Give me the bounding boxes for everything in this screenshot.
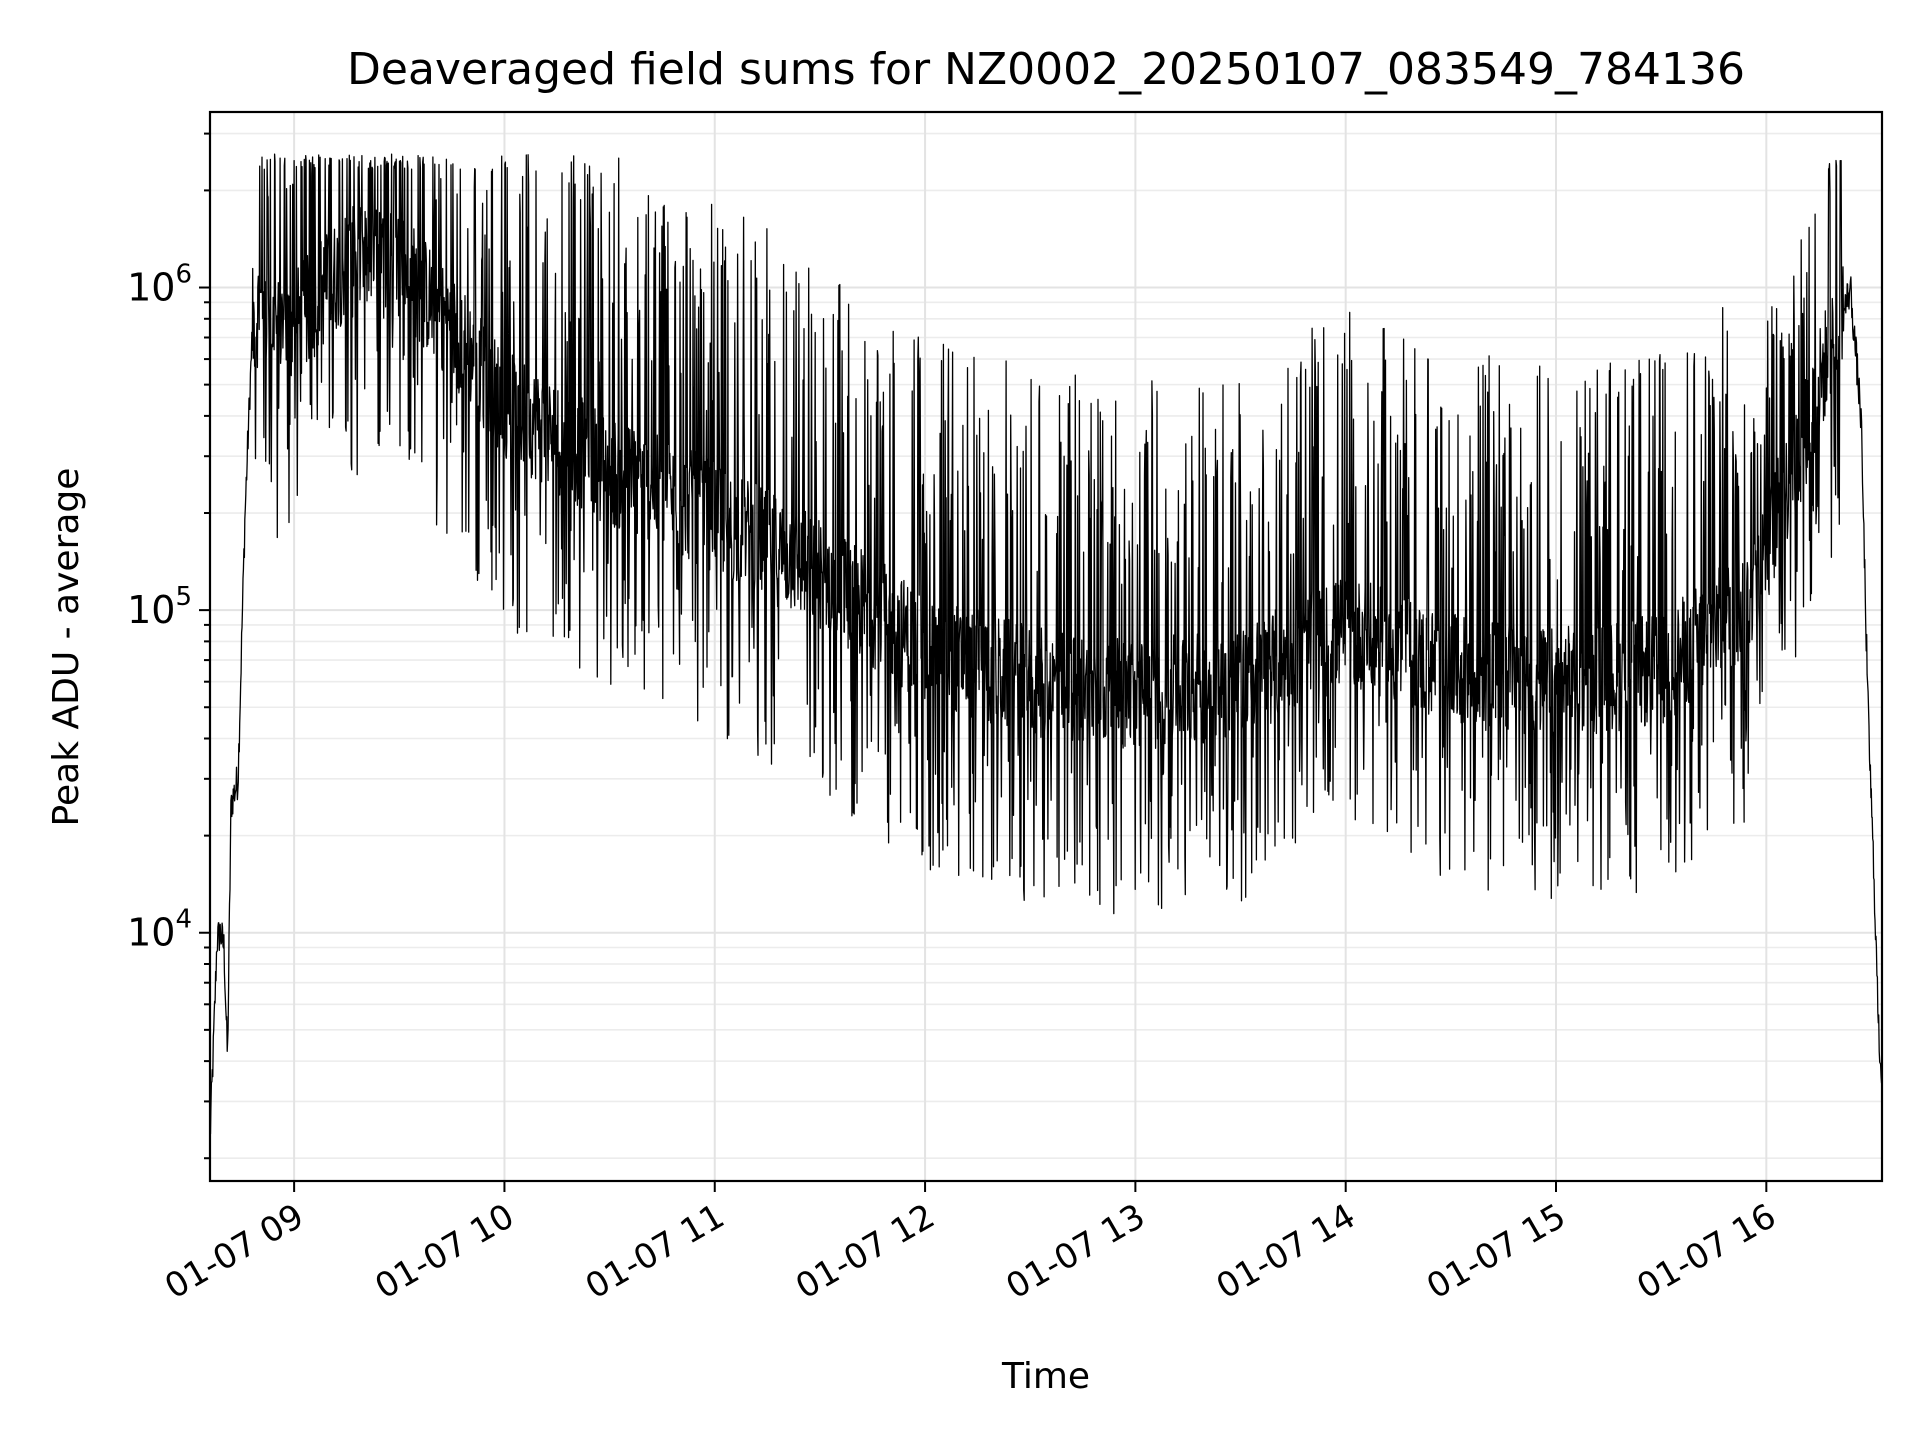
- y-axis-ticks: 104 105 106: [127, 132, 210, 1160]
- x-axis-label: Time: [1001, 1356, 1090, 1397]
- y-tick-label: 106: [127, 260, 192, 310]
- series-line: [209, 153, 1883, 1135]
- y-tick-label: 104: [127, 905, 192, 955]
- plot-frame: [208, 110, 1884, 1183]
- y-tick-label: 105: [127, 582, 192, 632]
- x-tick-label: 01-07 10: [369, 1196, 521, 1307]
- chart-title: Deaveraged field sums for NZ0002_2025010…: [347, 44, 1745, 95]
- y-axis-label: Peak ADU - average: [46, 468, 87, 827]
- x-tick-label: 01-07 11: [579, 1196, 731, 1307]
- x-tick-label: 01-07 12: [789, 1196, 941, 1307]
- x-tick-label: 01-07 14: [1210, 1196, 1362, 1307]
- x-tick-label: 01-07 15: [1420, 1196, 1572, 1307]
- x-tick-label: 01-07 16: [1630, 1196, 1782, 1307]
- x-tick-label: 01-07 09: [158, 1196, 310, 1307]
- x-tick-label: 01-07 13: [999, 1196, 1151, 1307]
- x-axis-ticks: 01-07 09 01-07 10 01-07 11 01-07 12 01-07 13…: [158, 1181, 1783, 1307]
- minor-gridlines: [210, 132, 1882, 1160]
